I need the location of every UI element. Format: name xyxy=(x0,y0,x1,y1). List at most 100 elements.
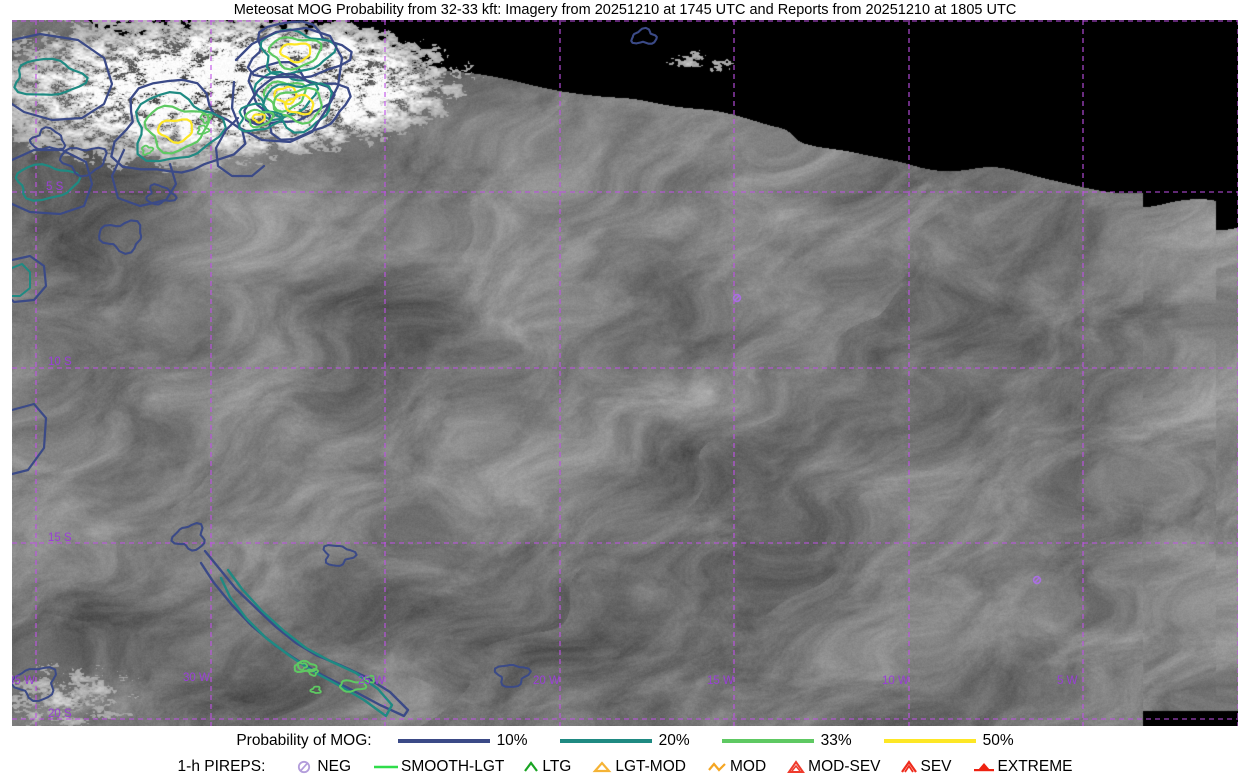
legend-panel: Probability of MOG: 10% 20% 33% 50% 1-h … xyxy=(0,726,1250,782)
map-coordinate-label: 25 W xyxy=(358,675,385,687)
mog-contour-ring xyxy=(272,86,323,125)
pirep-label-lgt-mod: LGT-MOD xyxy=(615,758,686,775)
extreme-filled-icon xyxy=(972,758,996,776)
satellite-map[interactable]: 5 S 10 S 15 S 20 S 35 W 30 W 25 W 20 W 15 W 10 W 5… xyxy=(12,20,1238,726)
pirep-label-extreme: EXTREME xyxy=(997,758,1073,775)
pirep-label-sev: SEV xyxy=(920,758,952,775)
mod-chevron-icon xyxy=(706,758,728,776)
map-vector-overlay: 5 S 10 S 15 S 20 S 35 W 30 W 25 W 20 W 15 W 10 W 5… xyxy=(12,20,1238,726)
probability-label-10: 10% xyxy=(496,732,528,749)
mog-contour-path xyxy=(12,263,31,297)
map-coordinate-label: 30 W xyxy=(183,672,210,684)
probability-swatch-10 xyxy=(397,739,490,743)
probability-label-33: 33% xyxy=(820,732,852,749)
mog-contour-ring xyxy=(251,113,266,124)
map-coordinate-label: 20 W xyxy=(533,675,560,687)
mog-contour-ring xyxy=(134,91,227,163)
map-coordinate-label: 10 W xyxy=(882,675,909,687)
mog-contour-ring xyxy=(145,183,178,206)
mog-contour-path xyxy=(219,568,394,718)
mog-contour-ring xyxy=(322,544,358,567)
pirep-marker-neg[interactable] xyxy=(732,293,742,303)
mog-contour-ring xyxy=(273,85,298,106)
graticule xyxy=(12,20,1238,726)
legend-item-pirep-lgt-mod[interactable]: LGT-MOD xyxy=(591,758,686,776)
pirep-label-smooth-lgt: SMOOTH-LGT xyxy=(401,758,505,775)
mog-contour-ring xyxy=(244,108,275,129)
probability-legend-row: Probability of MOG: 10% 20% 33% 50% xyxy=(0,728,1250,754)
legend-item-pirep-ltg[interactable]: LTG xyxy=(522,758,571,776)
legend-item-pirep-mod-sev[interactable]: MOD-SEV xyxy=(786,758,881,776)
smooth-lgt-line-icon xyxy=(373,758,399,776)
mog-contour-ring xyxy=(156,118,194,144)
mog-contour-ring xyxy=(143,104,210,155)
legend-item-prob-20[interactable]: 20% xyxy=(559,732,690,750)
mog-contour-path xyxy=(12,148,94,216)
legend-item-pirep-mod[interactable]: MOD xyxy=(706,758,766,776)
pirep-label-ltg: LTG xyxy=(542,758,572,775)
map-coordinate-label: 10 S xyxy=(48,356,72,368)
map-coordinate-label: 15 W xyxy=(707,675,734,687)
mog-contour-ring xyxy=(630,26,658,45)
mog-contour-ring xyxy=(363,674,376,684)
lgt-mod-triangle-icon xyxy=(591,758,613,776)
page-title: Meteosat MOG Probability from 32-33 kft:… xyxy=(233,2,1017,18)
map-coordinate-labels: 5 S 10 S 15 S 20 S 35 W 30 W 25 W 20 W 15 W 10 W 5… xyxy=(12,181,1078,720)
mog-contour-ring xyxy=(259,28,338,77)
mog-contour-ring xyxy=(28,126,67,151)
pireps-legend-title: 1-h PIREPS: xyxy=(177,758,266,775)
mog-contour-ring xyxy=(293,659,318,673)
legend-item-pirep-sev[interactable]: SEV xyxy=(899,758,952,776)
mog-contour-ring xyxy=(246,20,353,79)
sev-peak-icon xyxy=(899,758,919,776)
mog-contour-ring xyxy=(284,93,315,116)
legend-item-prob-10[interactable]: 10% xyxy=(397,732,528,750)
pirep-markers xyxy=(732,293,1042,585)
mog-contour-ring xyxy=(238,102,285,133)
mog-contour-ring xyxy=(267,36,323,71)
map-coordinate-label: 5 S xyxy=(46,181,64,193)
probability-legend-title: Probability of MOG: xyxy=(236,732,372,749)
legend-item-pirep-extreme[interactable]: EXTREME xyxy=(972,758,1073,776)
mog-contour-ring xyxy=(196,124,211,135)
mog-contour-path xyxy=(12,254,48,304)
mog-contour-path xyxy=(12,32,114,122)
mog-contour-ring xyxy=(306,667,320,677)
mog-contour-path xyxy=(12,402,48,476)
legend-item-prob-33[interactable]: 33% xyxy=(721,732,852,750)
mog-contour-ring xyxy=(170,522,206,552)
mog-contour-ring xyxy=(13,57,89,96)
mog-contour-ring xyxy=(58,146,108,178)
mog-contour-ring xyxy=(493,663,532,688)
pirep-marker-neg[interactable] xyxy=(1032,575,1042,585)
pirep-label-mod-sev: MOD-SEV xyxy=(808,758,881,775)
neg-circle-slash-icon xyxy=(293,758,315,776)
map-coordinate-label: 35 W xyxy=(12,675,35,687)
mog-contour-ring xyxy=(141,144,155,156)
map-coordinate-label: 20 S xyxy=(48,708,72,720)
legend-item-pirep-smooth-lgt[interactable]: SMOOTH-LGT xyxy=(373,758,504,776)
mog-contour-ring xyxy=(262,80,307,113)
probability-swatch-20 xyxy=(559,739,652,743)
pirep-label-mod: MOD xyxy=(729,758,767,775)
mog-contour-ring xyxy=(296,661,309,671)
mog-contour-ring xyxy=(12,666,57,702)
mog-contour-ring xyxy=(14,163,82,202)
legend-item-pirep-neg[interactable]: NEG xyxy=(293,758,351,776)
mog-contour-path xyxy=(214,116,266,178)
pireps-legend-row: 1-h PIREPS: NEG SMOOTH-LGT xyxy=(0,754,1250,780)
mog-contour-ring xyxy=(338,679,368,693)
legend-item-prob-50[interactable]: 50% xyxy=(883,732,1014,750)
mog-contours xyxy=(12,20,658,718)
map-coordinate-label: 15 S xyxy=(48,532,72,544)
mog-contour-path xyxy=(110,148,178,208)
ltg-chevron-icon xyxy=(522,758,540,776)
map-coordinate-label: 5 W xyxy=(1057,675,1078,687)
probability-swatch-50 xyxy=(883,739,976,743)
probability-label-20: 20% xyxy=(658,732,690,749)
pirep-label-neg: NEG xyxy=(317,758,352,775)
mog-contour-ring xyxy=(110,78,247,174)
mog-contour-ring xyxy=(98,219,143,255)
probability-label-50: 50% xyxy=(982,732,1014,749)
mog-contour-ring xyxy=(279,42,312,64)
